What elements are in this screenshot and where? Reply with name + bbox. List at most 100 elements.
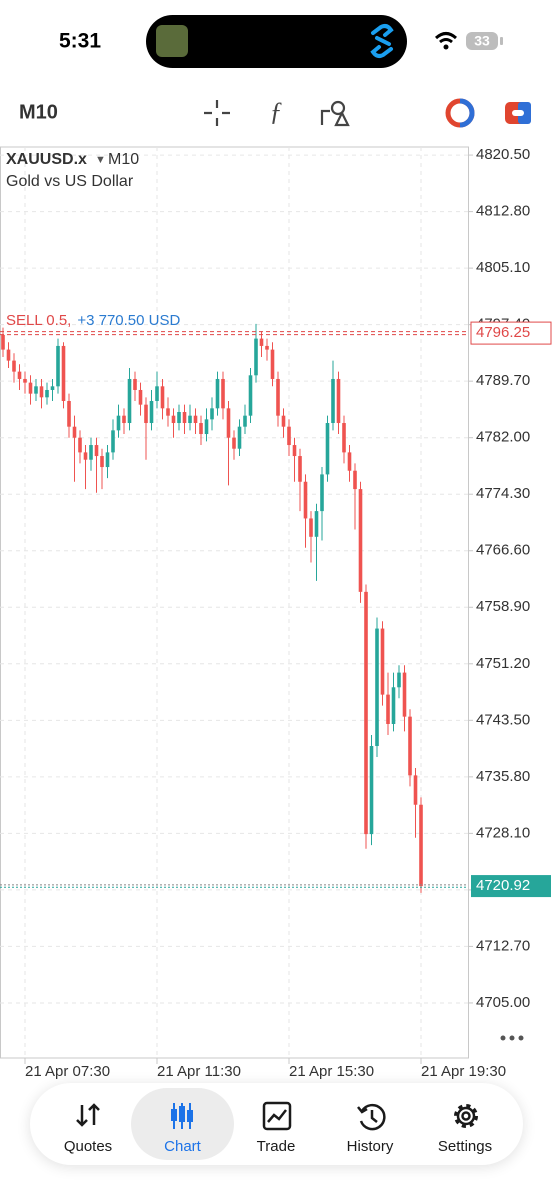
nav-label: Trade: [256, 1138, 296, 1155]
nav-settings[interactable]: Settings: [415, 1083, 515, 1165]
candle-body: [39, 386, 44, 398]
album-art: [156, 25, 188, 57]
position-side: SELL 0.5,: [6, 312, 71, 329]
candle-body: [270, 349, 275, 379]
wifi-icon: [434, 32, 458, 44]
candle-body: [50, 386, 55, 390]
crosshair-icon[interactable]: [204, 100, 230, 126]
nav-label: History: [346, 1138, 394, 1155]
y-tick-label: 4743.50: [476, 711, 530, 728]
candle-body: [281, 415, 286, 427]
candle-body: [265, 345, 269, 350]
overlay: 4796.25 4720.92: [0, 321, 552, 898]
nav-history[interactable]: History: [320, 1083, 420, 1165]
candle-body: [94, 445, 99, 457]
chart-icon: [171, 1103, 193, 1129]
candle-body: [182, 412, 187, 424]
candle-body: [215, 378, 220, 409]
position-price-label: 4796.25: [476, 324, 530, 341]
candle-body: [204, 419, 209, 435]
y-tick-label: 4782.00: [476, 429, 530, 446]
candle-body: [17, 371, 22, 379]
candle-body: [237, 426, 242, 449]
candle-body: [12, 360, 16, 372]
x-tick-label: 21 Apr 11:30: [157, 1063, 241, 1080]
candle-body: [259, 338, 264, 346]
candle-body: [413, 775, 418, 805]
candle-body: [83, 452, 88, 460]
candle-body: [243, 415, 247, 427]
candle-body: [72, 426, 77, 438]
candle-body: [210, 408, 214, 420]
candle-body: [193, 415, 198, 424]
candle-body: [122, 415, 126, 424]
nav-chart[interactable]: Chart: [131, 1088, 234, 1160]
candle-body: [232, 437, 236, 449]
objects-icon[interactable]: [320, 100, 350, 127]
toolbar-timeframe[interactable]: M10: [19, 101, 58, 123]
status-time: 5:31: [59, 30, 101, 53]
candle-body: [358, 489, 363, 592]
candle-body: [380, 628, 385, 695]
y-tick-label: 4758.90: [476, 598, 530, 615]
candle-body: [105, 452, 110, 468]
grid: 4820.504812.804805.104797.404789.704782.…: [0, 146, 530, 1080]
candle-body: [28, 382, 33, 394]
y-tick-label: 4735.80: [476, 768, 530, 785]
candle-body: [325, 423, 330, 475]
candle-body: [342, 423, 346, 453]
candle-body: [23, 378, 27, 383]
candle-body: [391, 687, 396, 724]
candle-body: [292, 445, 297, 457]
candle-body: [171, 415, 176, 424]
more-icon[interactable]: [500, 1035, 524, 1041]
nav-quotes[interactable]: Quotes: [38, 1083, 138, 1165]
candle-body: [34, 386, 38, 394]
candle-body: [127, 378, 132, 424]
nav-trade[interactable]: Trade: [226, 1083, 326, 1165]
candle-body: [276, 378, 280, 416]
position-price-box: [470, 321, 552, 345]
x-tick-label: 21 Apr 07:30: [25, 1063, 110, 1080]
candle-body: [364, 591, 368, 835]
candle-body: [160, 386, 165, 409]
candle-body: [287, 426, 291, 446]
battery-tip: [500, 37, 503, 45]
candle-body: [45, 389, 49, 398]
chart-timeframe: M10: [108, 151, 139, 168]
candle-body: [353, 470, 357, 490]
candle-body: [320, 474, 324, 512]
candle-body: [248, 375, 253, 416]
y-tick-label: 4728.10: [476, 824, 530, 841]
candle-body: [298, 456, 302, 482]
history-icon: [357, 1103, 386, 1131]
nav-label: Chart: [164, 1138, 201, 1155]
trade-nav-icon: [262, 1101, 292, 1131]
candle-body: [149, 400, 154, 424]
candle-body: [133, 378, 137, 390]
account-icon-half: [459, 98, 475, 128]
battery-level: 33: [474, 33, 490, 49]
candle-body: [116, 415, 121, 431]
candle-body: [386, 694, 390, 724]
y-tick-label: 4774.30: [476, 485, 530, 502]
dynamic-island: [146, 15, 407, 68]
last-price-box: [471, 875, 551, 898]
candle-body: [78, 437, 82, 453]
candle-body: [56, 345, 60, 387]
settings-icon: [454, 1104, 478, 1128]
candle-body: [177, 412, 181, 424]
dropdown-arrow[interactable]: ▼: [95, 154, 106, 166]
candle-body: [6, 349, 11, 361]
indicator-icon[interactable]: ƒ: [270, 97, 283, 126]
y-tick-label: 4805.10: [476, 259, 530, 276]
bottom-nav: Quotes Chart Trade History Settings: [30, 1083, 523, 1165]
position-label[interactable]: SELL 0.5, +3 770.50 USD: [6, 312, 180, 329]
candle-body: [1, 334, 5, 350]
y-tick-label: 4766.60: [476, 542, 530, 559]
shazam-icon: [370, 24, 394, 58]
nav-label: Quotes: [63, 1138, 113, 1155]
candle-body: [100, 456, 104, 468]
symbol: XAUUSD.x: [6, 151, 87, 168]
candle-body: [89, 445, 93, 460]
